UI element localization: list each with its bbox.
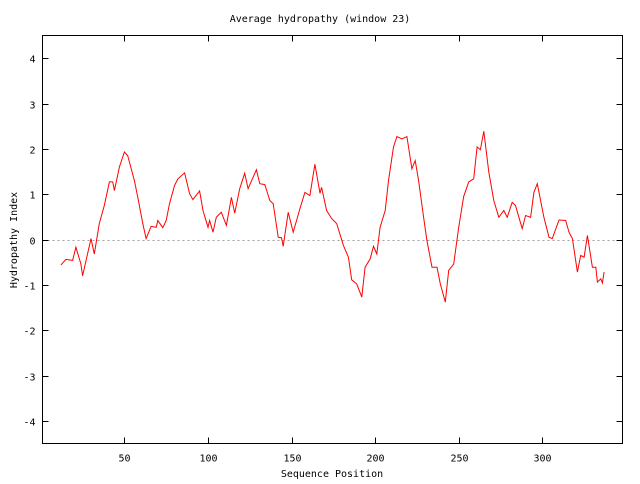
plot-frame xyxy=(42,35,623,444)
x-tick-label: 250 xyxy=(450,454,468,465)
y-tick-label: 3 xyxy=(29,101,35,112)
x-tick-label: 100 xyxy=(199,454,217,465)
series-group xyxy=(60,131,605,303)
y-tick-label: -1 xyxy=(23,282,35,293)
x-tick-label: 50 xyxy=(118,454,130,465)
y-axis-label: Hydropathy Index xyxy=(9,192,20,288)
y-tick-label: 2 xyxy=(29,146,35,157)
y-tick-label: 4 xyxy=(29,55,35,66)
y-tick-label: 0 xyxy=(29,237,35,248)
x-tick-label: 150 xyxy=(283,454,301,465)
axis-ticks: -4 -3 -2 -1 0 1 2 3 4 50 100 150 200 250 300 xyxy=(23,35,623,465)
y-tick-label: -2 xyxy=(23,327,35,338)
y-tick-label: -3 xyxy=(23,373,35,384)
x-axis-label: Sequence Position xyxy=(281,469,383,480)
x-tick-label: 200 xyxy=(366,454,384,465)
hydropathy-series-line xyxy=(60,131,605,303)
y-tick-label: 1 xyxy=(29,191,35,202)
x-tick-label: 300 xyxy=(533,454,551,465)
y-tick-label: -4 xyxy=(23,418,35,429)
chart-title: Average hydropathy (window 23) xyxy=(230,14,411,25)
